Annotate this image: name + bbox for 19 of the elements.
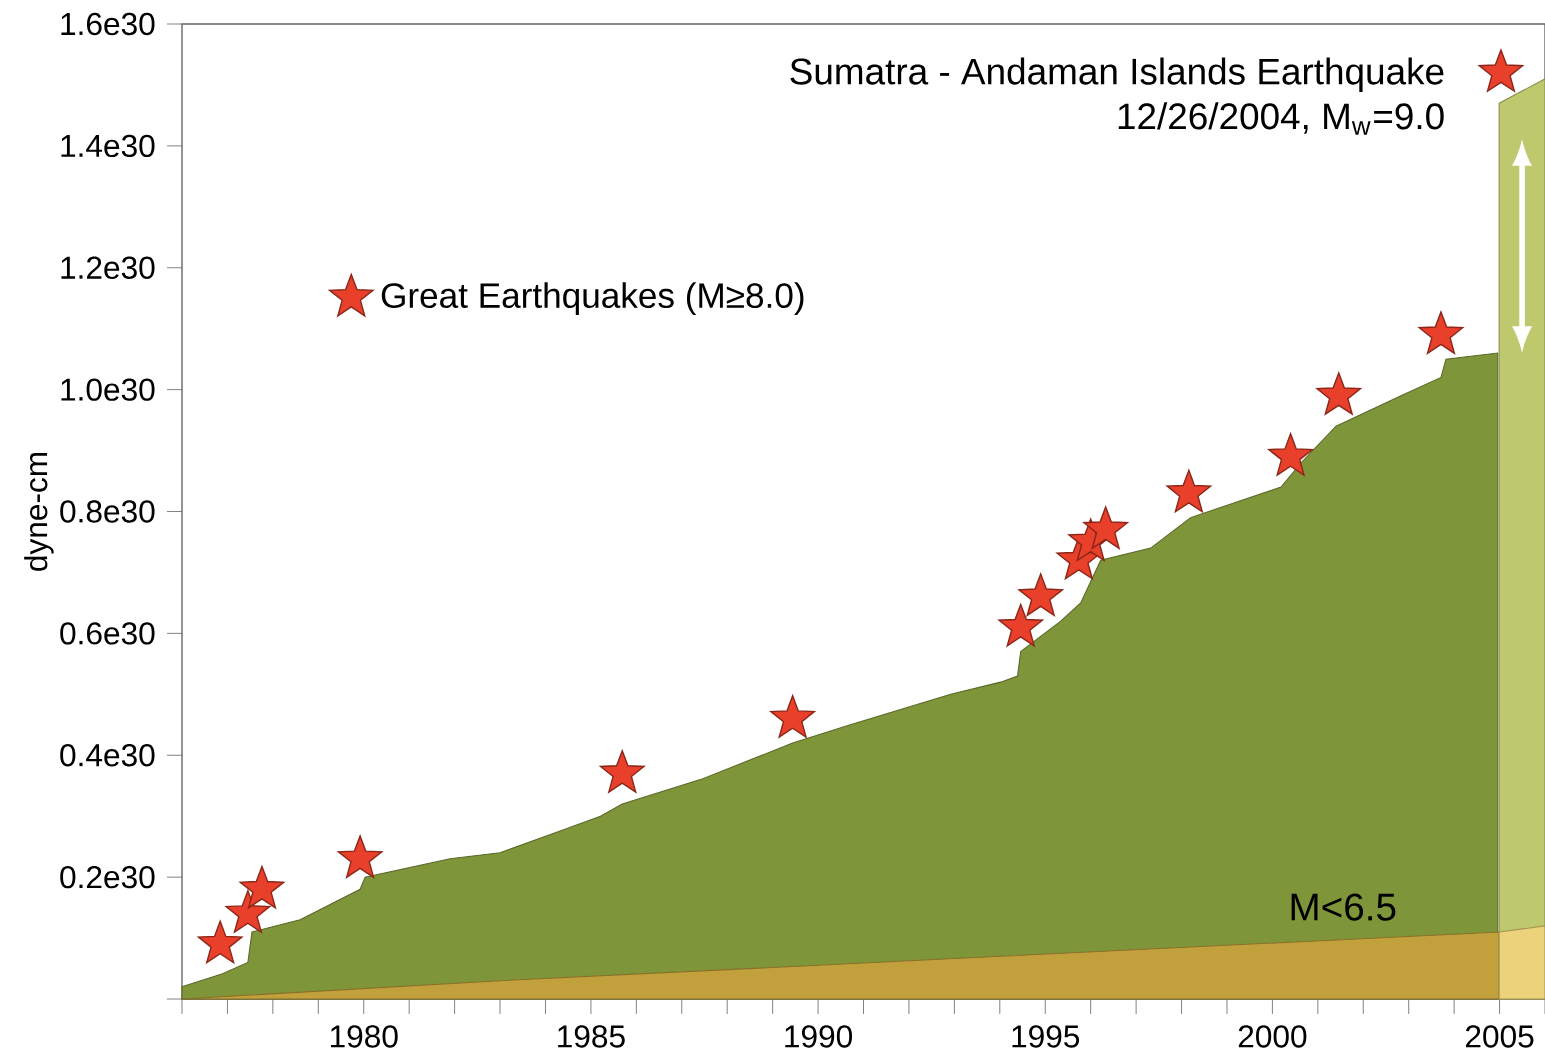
y-tick-label: 1.4e30 <box>61 134 155 158</box>
annotation: 12/26/2004, M$_{w}$=9.0 <box>1118 102 1444 135</box>
y-axis-title: dyne-cm <box>24 452 54 571</box>
x-tick-label: 2005 <box>1466 1025 1534 1048</box>
y-tick-label: 0.8e30 <box>60 500 155 523</box>
y-tick-label: 1.2e30 <box>61 256 155 279</box>
y-tick-label: 1.6e30 <box>61 12 155 36</box>
x-tick-label: 1990 <box>785 1025 853 1048</box>
x-tick-label: 1980 <box>330 1025 398 1048</box>
series-label: M<6.5 <box>1291 893 1396 921</box>
y-tick-label: 0.6e30 <box>60 622 155 645</box>
y-tick-label: 1.0e30 <box>61 378 155 401</box>
y-tick-label: 0.2e30 <box>60 865 155 889</box>
x-tick-label: 1995 <box>1012 1025 1080 1048</box>
x-tick-label: 2000 <box>1238 1025 1307 1048</box>
y-tick-label: 0.4e30 <box>60 744 155 767</box>
annotation: Sumatra - Andaman Islands Earthquake <box>790 57 1444 92</box>
x-tick-label: 1985 <box>558 1025 625 1048</box>
legend-label: Great Earthquakes (M≥8.0) <box>381 282 804 315</box>
